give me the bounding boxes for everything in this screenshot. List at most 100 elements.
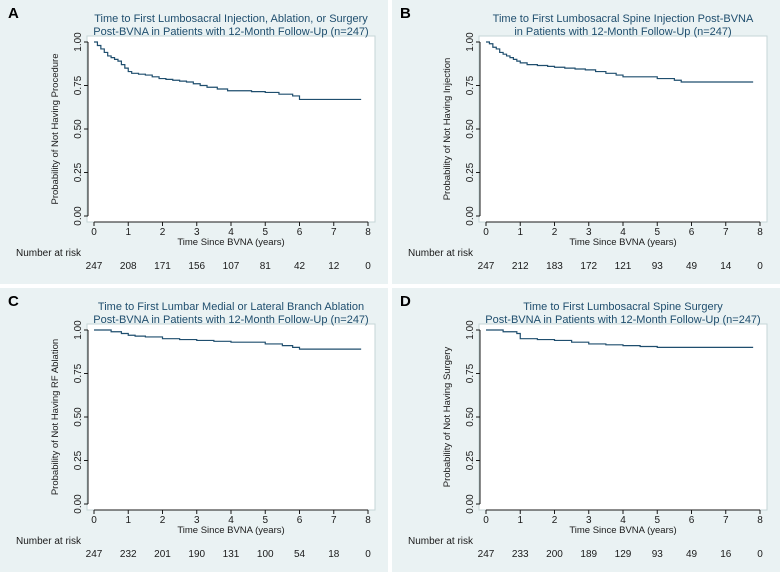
y-tick-label: 0.00 [465,206,476,226]
at-risk-count: 171 [154,261,171,272]
at-risk-count: 212 [512,261,529,272]
x-axis-title: Time Since BVNA (years) [177,525,284,536]
chart-title-line-2: in Patients with 12-Month Follow-Up (n=2… [514,26,731,38]
at-risk-count: 172 [580,261,597,272]
at-risk-count: 16 [720,549,732,560]
y-tick-label: 0.25 [465,450,476,470]
x-tick-label: 7 [723,227,729,238]
number-at-risk-label: Number at risk [16,248,82,259]
chart-c: C Time to First Lumbar Medial or Lateral… [0,288,388,572]
x-tick-label: 4 [228,515,234,526]
panel-c: C Time to First Lumbar Medial or Lateral… [0,288,388,572]
y-axis-title: Probability of Not Having Procedure [50,53,61,204]
y-tick-label: 0.25 [73,162,84,182]
at-risk-count: 93 [652,261,664,272]
x-tick-label: 2 [160,227,166,238]
at-risk-count: 190 [188,549,205,560]
at-risk-count: 0 [757,549,763,560]
y-tick-label: 0.75 [73,363,84,383]
at-risk-count: 156 [188,261,205,272]
y-tick-label: 1.00 [73,32,84,52]
x-tick-label: 7 [723,515,729,526]
panel-letter: A [8,5,19,22]
x-tick-label: 3 [194,515,200,526]
y-tick-label: 0.50 [73,119,84,139]
x-tick-label: 1 [517,515,523,526]
at-risk-count: 247 [478,549,495,560]
chart-title-line-2: Post-BVNA in Patients with 12-Month Foll… [93,26,368,38]
x-axis-title: Time Since BVNA (years) [569,237,676,248]
x-tick-label: 8 [757,515,763,526]
plot-area [478,35,768,223]
x-tick-label: 1 [517,227,523,238]
y-tick-label: 0.00 [73,494,84,514]
x-tick-label: 3 [586,227,592,238]
x-tick-label: 6 [297,227,303,238]
x-tick-label: 7 [331,515,337,526]
x-tick-label: 2 [552,227,558,238]
x-tick-label: 6 [689,515,695,526]
plot-area [86,35,376,223]
y-axis-title: Probability of Not Having RF Ablation [50,339,61,495]
at-risk-count: 208 [120,261,137,272]
at-risk-count: 183 [546,261,563,272]
chart-a: A Time to First Lumbosacral Injection, A… [0,0,388,284]
chart-title-line-1: Time to First Lumbosacral Injection, Abl… [94,13,368,25]
number-at-risk-label: Number at risk [16,536,82,547]
x-tick-label: 4 [620,515,626,526]
x-tick-label: 5 [654,515,660,526]
at-risk-count: 247 [86,549,103,560]
chart-title-line-2: Post-BVNA in Patients with 12-Month Foll… [485,314,760,326]
chart-title-line-1: Time to First Lumbosacral Spine Injectio… [493,13,754,25]
x-tick-label: 2 [160,515,166,526]
at-risk-count: 12 [328,261,340,272]
y-tick-label: 0.00 [465,494,476,514]
y-tick-label: 0.50 [73,407,84,427]
y-tick-label: 0.25 [465,162,476,182]
panel-b: B Time to First Lumbosacral Spine Inject… [392,0,780,284]
chart-d: D Time to First Lumbosacral Spine Surger… [392,288,780,572]
panel-letter: C [8,293,19,310]
y-tick-label: 1.00 [465,32,476,52]
at-risk-count: 247 [86,261,103,272]
at-risk-count: 0 [365,549,371,560]
number-at-risk-label: Number at risk [408,536,474,547]
x-tick-label: 6 [297,515,303,526]
at-risk-count: 18 [328,549,340,560]
x-tick-label: 8 [365,227,371,238]
chart-title-line-2: Post-BVNA in Patients with 12-Month Foll… [93,314,368,326]
x-tick-label: 1 [125,515,131,526]
x-tick-label: 3 [194,227,200,238]
at-risk-count: 121 [615,261,632,272]
y-tick-label: 0.50 [465,407,476,427]
at-risk-count: 247 [478,261,495,272]
x-tick-label: 6 [689,227,695,238]
x-tick-label: 8 [757,227,763,238]
x-tick-label: 4 [228,227,234,238]
x-tick-label: 2 [552,515,558,526]
y-tick-label: 0.75 [73,75,84,95]
y-tick-label: 0.25 [73,450,84,470]
y-tick-label: 0.75 [465,363,476,383]
y-tick-label: 0.50 [465,119,476,139]
km-curve [486,329,754,348]
y-tick-label: 1.00 [73,320,84,340]
x-tick-label: 0 [91,227,97,238]
panel-a: A Time to First Lumbosacral Injection, A… [0,0,388,284]
y-tick-label: 0.00 [73,206,84,226]
at-risk-count: 81 [260,261,272,272]
x-tick-label: 5 [654,227,660,238]
at-risk-count: 131 [223,549,240,560]
at-risk-count: 49 [686,261,698,272]
panel-d: D Time to First Lumbosacral Spine Surger… [392,288,780,572]
at-risk-count: 200 [546,549,563,560]
km-curve [94,41,362,101]
x-tick-label: 5 [262,227,268,238]
panel-letter: B [400,5,411,22]
x-tick-label: 0 [483,227,489,238]
x-axis-title: Time Since BVNA (years) [177,237,284,248]
number-at-risk-label: Number at risk [408,248,474,259]
at-risk-count: 54 [294,549,306,560]
km-curve [94,329,362,350]
y-tick-label: 0.75 [465,75,476,95]
